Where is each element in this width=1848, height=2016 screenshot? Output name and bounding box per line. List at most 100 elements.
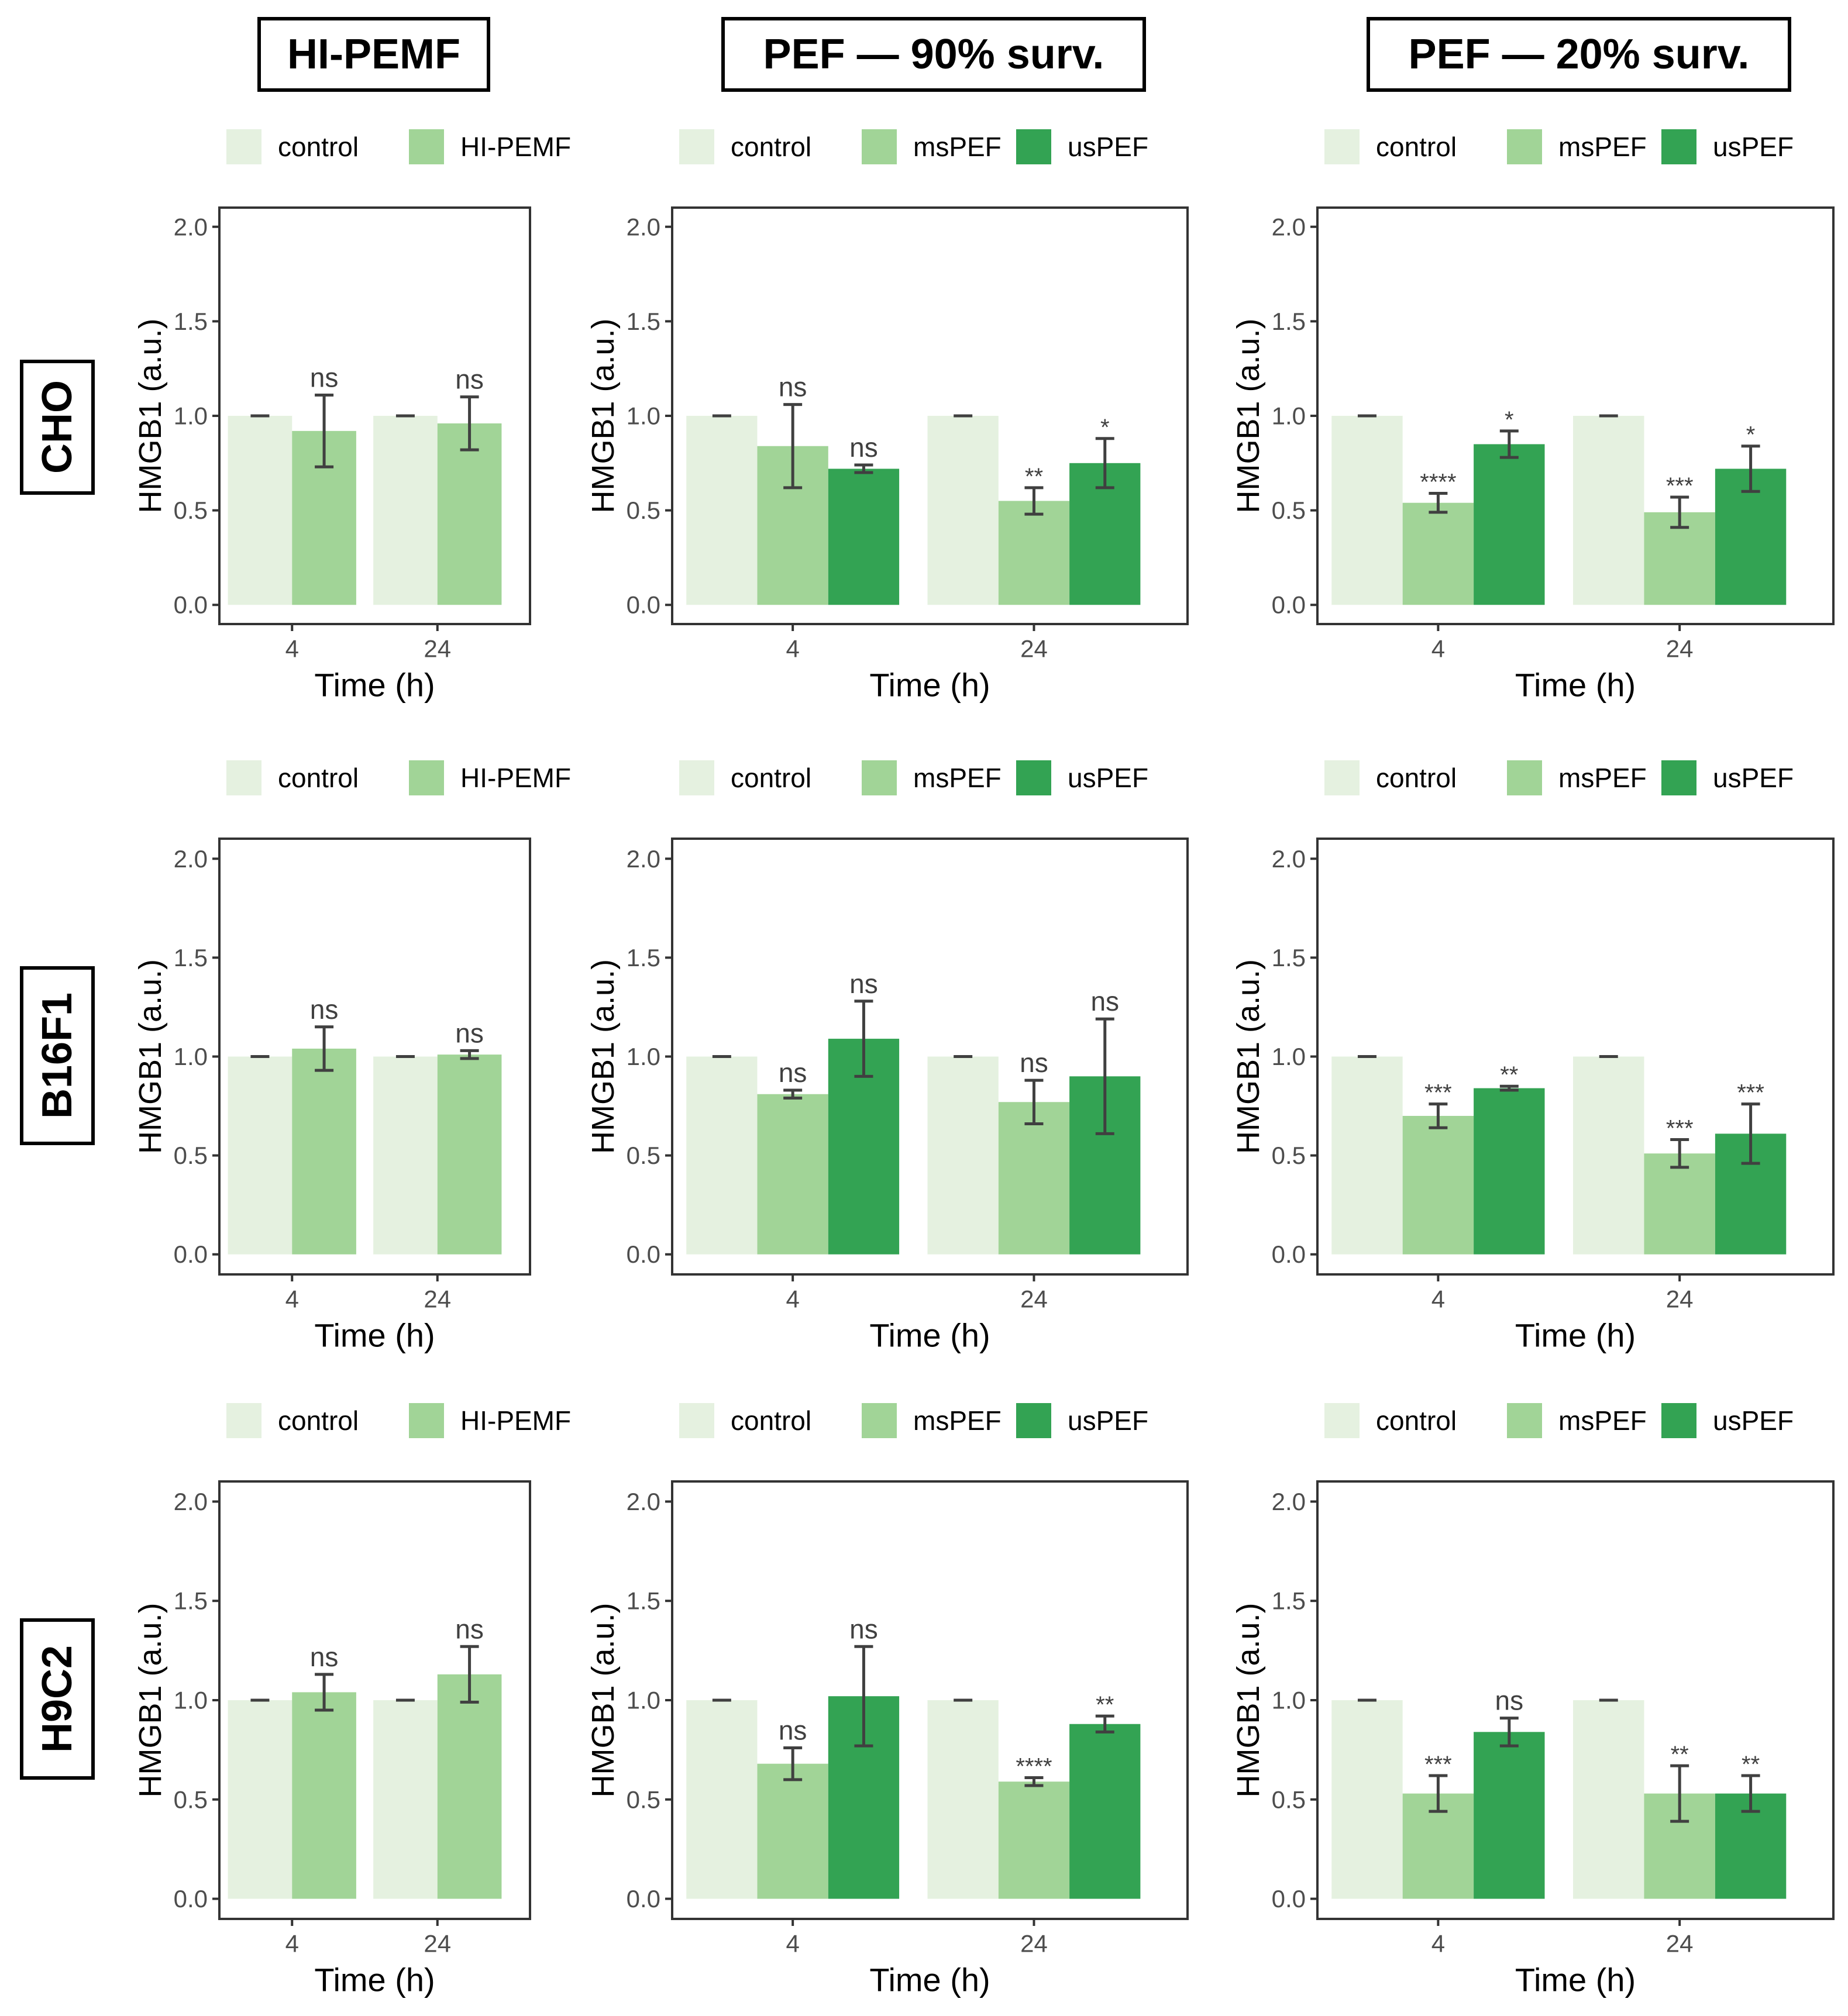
significance-label: ns: [455, 364, 484, 395]
y-tick-label: 2.0: [627, 213, 660, 240]
y-tick-label: 1.0: [1272, 1043, 1306, 1070]
y-tick-label: 1.5: [1272, 944, 1306, 971]
legend-swatch-HI-PEMF: [409, 760, 444, 795]
y-tick-label: 1.5: [627, 1587, 660, 1615]
y-axis-label: HMGB1 (a.u.): [586, 1603, 621, 1797]
legend-label-msPEF: msPEF: [1558, 763, 1647, 793]
legend-label-HI-PEMF: HI-PEMF: [460, 132, 571, 162]
y-tick-label: 0.0: [174, 591, 208, 619]
bar-HI-PEMF-4h: [292, 1048, 356, 1255]
legend-swatch-usPEF: [1016, 760, 1051, 795]
legend-swatch-msPEF: [862, 1403, 897, 1438]
x-tick-label: 24: [424, 1930, 451, 1958]
x-tick-label: 24: [1666, 1286, 1694, 1313]
legend-swatch-msPEF: [1507, 760, 1542, 795]
bar-control-24h: [1573, 416, 1644, 605]
y-tick-label: 0.0: [627, 591, 660, 619]
significance-label: ***: [1424, 1752, 1452, 1777]
legend-label-control: control: [1376, 132, 1457, 162]
y-tick-label: 1.0: [1272, 1687, 1306, 1714]
legend-swatch-usPEF: [1016, 129, 1051, 164]
chart-panel-h9c2-pef90: control msPEF usPEF 0.0 0.5 1.0 1.5 2.0 HMGB1 (a…: [586, 1403, 1189, 1998]
column-header-label: PEF — 20% surv.: [1409, 31, 1750, 78]
legend-label-control: control: [278, 763, 359, 793]
y-tick-label: 0.0: [174, 1885, 208, 1912]
significance-label: ns: [849, 432, 878, 463]
legend-label-control: control: [278, 132, 359, 162]
bar-control-4h: [686, 1056, 758, 1255]
legend-swatch-control: [1324, 760, 1360, 795]
y-tick-label: 1.0: [174, 1043, 208, 1070]
bar-control-4h: [686, 416, 758, 605]
x-tick-label: 4: [1431, 1286, 1445, 1313]
bar-usPEF-4h: [1474, 1088, 1545, 1255]
column-header-pef20: PEF — 20% surv.: [1367, 17, 1791, 92]
y-axis-label: HMGB1 (a.u.): [1231, 1603, 1266, 1797]
y-tick-label: 0.0: [174, 1240, 208, 1268]
y-tick-label: 0.5: [627, 1142, 660, 1169]
y-tick-label: 0.5: [1272, 497, 1306, 524]
bar-HI-PEMF-24h: [437, 1054, 502, 1255]
y-axis-label: HMGB1 (a.u.): [133, 1603, 168, 1797]
legend-swatch-control: [226, 760, 261, 795]
y-tick-label: 2.0: [1272, 213, 1306, 240]
x-tick-label: 4: [285, 1286, 299, 1313]
legend-label-usPEF: usPEF: [1713, 763, 1794, 793]
y-tick-label: 0.5: [174, 497, 208, 524]
y-tick-label: 1.5: [1272, 1587, 1306, 1615]
legend-label-usPEF: usPEF: [1068, 763, 1148, 793]
bar-HI-PEMF-24h: [437, 1674, 502, 1899]
y-tick-label: 1.5: [174, 308, 208, 335]
bar-control-24h: [373, 416, 438, 605]
y-tick-label: 1.0: [627, 1043, 660, 1070]
bar-control-24h: [1573, 1700, 1644, 1899]
bar-msPEF-4h: [757, 1094, 828, 1255]
bar-msPEF-4h: [1402, 1115, 1474, 1255]
x-tick-label: 24: [424, 635, 451, 663]
y-tick-label: 1.0: [627, 402, 660, 430]
significance-label: ns: [310, 362, 339, 392]
y-axis-label: HMGB1 (a.u.): [1231, 318, 1266, 513]
y-tick-label: 2.0: [1272, 1488, 1306, 1515]
x-tick-label: 4: [786, 1286, 799, 1313]
y-tick-label: 2.0: [627, 1488, 660, 1515]
chart-panel-h9c2-pef20: control msPEF usPEF 0.0 0.5 1.0 1.5 2.0 HMGB1 (a…: [1231, 1403, 1835, 1998]
legend-swatch-control: [226, 1403, 261, 1438]
significance-label: ns: [310, 994, 339, 1025]
y-tick-label: 0.5: [174, 1786, 208, 1813]
bar-HI-PEMF-24h: [437, 423, 502, 605]
y-tick-label: 1.5: [174, 1587, 208, 1615]
legend-label-control: control: [731, 1405, 811, 1436]
significance-label: ***: [1666, 1116, 1694, 1142]
bar-control-4h: [228, 416, 292, 605]
significance-label: ns: [455, 1018, 484, 1048]
legend-label-usPEF: usPEF: [1713, 132, 1794, 162]
chart-panel-b16f1-hipemf: control HI-PEMF 0.0 0.5 1.0 1.5 2.0 HMGB1 (a.u.…: [133, 760, 571, 1354]
bar-control-24h: [373, 1700, 438, 1899]
legend-swatch-control: [679, 1403, 714, 1438]
bar-usPEF-4h: [1474, 1732, 1545, 1899]
legend-label-msPEF: msPEF: [1558, 132, 1647, 162]
bar-HI-PEMF-4h: [292, 1692, 356, 1899]
y-tick-label: 2.0: [174, 213, 208, 240]
significance-label: ns: [779, 1057, 807, 1088]
legend-label-control: control: [1376, 763, 1457, 793]
y-tick-label: 1.0: [1272, 402, 1306, 430]
y-tick-label: 2.0: [1272, 845, 1306, 873]
y-tick-label: 0.5: [1272, 1142, 1306, 1169]
y-tick-label: 0.0: [627, 1885, 660, 1912]
bar-control-24h: [927, 1056, 999, 1255]
bar-control-4h: [228, 1700, 292, 1899]
y-tick-label: 0.5: [627, 1786, 660, 1813]
legend-swatch-usPEF: [1661, 1403, 1696, 1438]
bar-control-4h: [228, 1056, 292, 1255]
legend-label-msPEF: msPEF: [1558, 1405, 1647, 1436]
row-header-cho: CHO: [20, 360, 95, 495]
row-header-label: H9C2: [34, 1645, 81, 1753]
bar-usPEF-24h: [1069, 1724, 1141, 1899]
y-axis-label: HMGB1 (a.u.): [1231, 959, 1266, 1154]
chart-panel-cho-hipemf: control HI-PEMF 0.0 0.5 1.0 1.5 2.0 HMGB1 (a.u.…: [133, 129, 571, 704]
legend-label-control: control: [731, 132, 811, 162]
y-tick-label: 1.5: [627, 308, 660, 335]
bar-msPEF-24h: [1644, 1153, 1715, 1255]
